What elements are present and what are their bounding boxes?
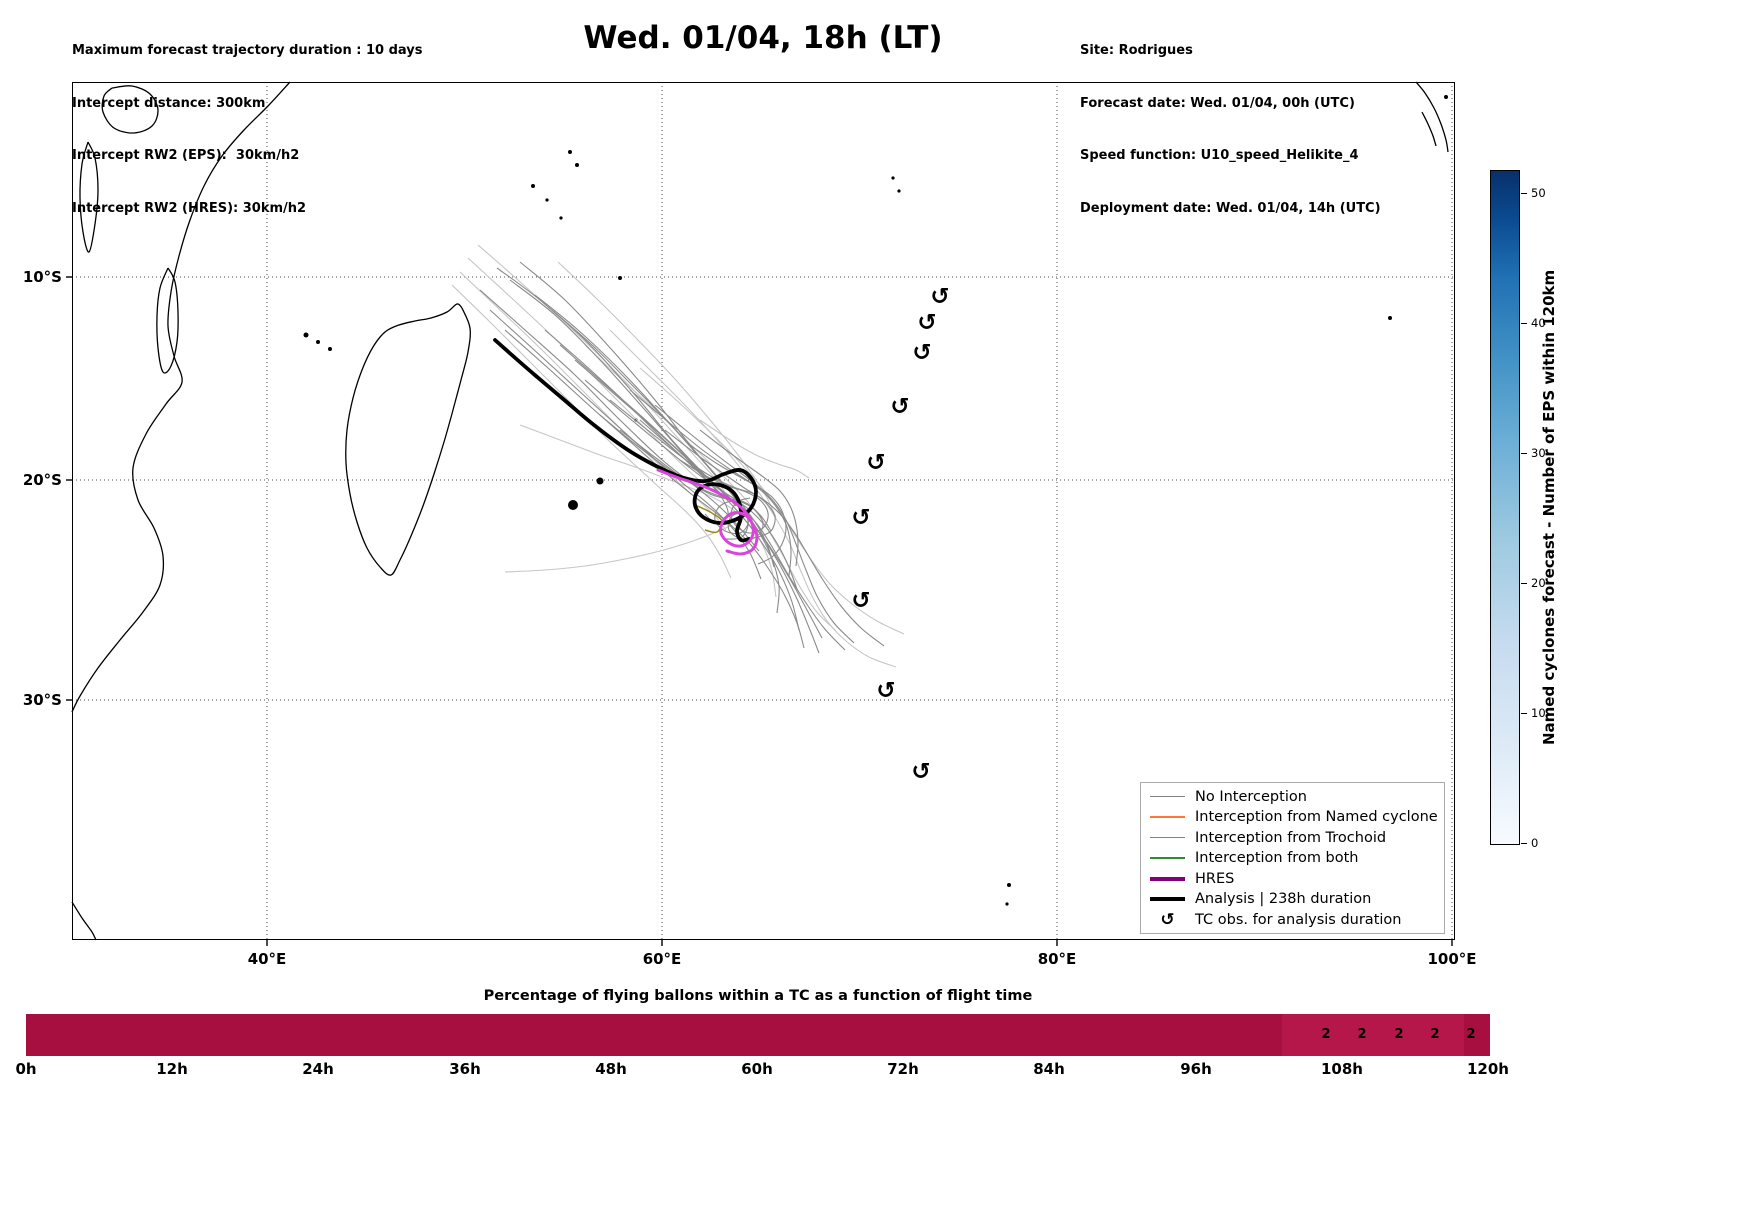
flight-time-tick-label: 108h: [1321, 1060, 1363, 1078]
bar-highlight-segment: [1427, 1014, 1464, 1056]
legend-label: Interception from Named cyclone: [1195, 809, 1438, 825]
tc-observation-symbol: ↺: [890, 394, 909, 420]
tc-observation-symbol: ↺: [917, 310, 936, 336]
flight-time-tick-label: 12h: [156, 1060, 188, 1078]
colorbar-tick-mark: [1521, 713, 1527, 715]
legend-label: Analysis | 238h duration: [1195, 891, 1372, 907]
tc-count-label: 2: [1394, 1027, 1404, 1042]
tc-observation-symbol: ↺: [912, 340, 931, 366]
header-left-params: Maximum forecast trajectory duration : 1…: [72, 7, 423, 235]
colorbar-tick-label: 40: [1531, 316, 1546, 330]
speed-function-text: Speed function: U10_speed_Helikite_4: [1080, 148, 1359, 163]
colorbar-tick-mark: [1521, 453, 1527, 455]
legend-item-analysis: Analysis | 238h duration: [1150, 889, 1435, 909]
tc-count-label: 2: [1430, 1027, 1440, 1042]
flight-time-tick-label: 0h: [15, 1060, 37, 1078]
map-frame: [72, 82, 1455, 940]
analysis-line-swatch: [1150, 897, 1185, 901]
x-tick-label: 40°E: [247, 950, 287, 968]
x-tick-label: 80°E: [1037, 950, 1077, 968]
legend-label: TC obs. for analysis duration: [1195, 911, 1402, 928]
hres-line-swatch: [1150, 876, 1185, 881]
intercept-distance-text: Intercept distance: 300km: [72, 95, 266, 111]
tc-observation-symbol: ↺: [851, 505, 870, 531]
legend-item-hres: HRES: [1150, 869, 1435, 889]
tc-count-label: 2: [1357, 1027, 1367, 1042]
intercept-rw2-eps-text: Intercept RW2 (EPS): 30km/h2: [72, 148, 300, 163]
tc-observation-symbol: ↺: [866, 450, 885, 476]
colorbar-tick-label: 20: [1531, 576, 1546, 590]
legend-item-trochoid: Interception from Trochoid: [1150, 828, 1435, 848]
legend-item-tc-obs: ↺ TC obs. for analysis duration: [1150, 910, 1435, 930]
legend-item-no-interception: No Interception: [1150, 787, 1435, 807]
hres-track: [656, 468, 759, 556]
colorbar-tick-mark: [1521, 323, 1527, 325]
x-tick-label: 100°E: [1427, 950, 1477, 968]
colorbar-tick-label: 0: [1531, 836, 1539, 850]
colorbar-tick-mark: [1521, 843, 1527, 845]
tc-observation-symbol: ↺: [851, 588, 870, 614]
flight-time-tick-label: 72h: [887, 1060, 919, 1078]
gridlines: [72, 82, 1455, 940]
tc-obs-symbol-swatch: ↺: [1160, 909, 1175, 930]
tc-count-label: 2: [1321, 1027, 1331, 1042]
bar-highlight-segment: [1354, 1014, 1391, 1056]
tc-observation-symbol: ↺: [876, 678, 895, 704]
colorbar-tick-label: 30: [1531, 446, 1546, 460]
tc-observation-symbol: ↺: [911, 759, 930, 785]
bottom-chart-title: Percentage of flying ballons within a TC…: [483, 988, 1033, 1004]
no-interception-line-swatch: [1150, 795, 1185, 798]
analysis-track: [493, 338, 758, 543]
legend-label: Interception from both: [1195, 850, 1359, 866]
trochoid-line-swatch: [1150, 836, 1185, 839]
legend-item-both: Interception from both: [1150, 848, 1435, 868]
both-line-swatch: [1150, 857, 1185, 859]
forecast-date-text: Forecast date: Wed. 01/04, 00h (UTC): [1080, 95, 1355, 111]
flight-time-bar: 2 2 2 2 2: [26, 1014, 1490, 1056]
flight-time-tick-label: 36h: [449, 1060, 481, 1078]
legend-label: HRES: [1195, 870, 1235, 887]
header-right-params: Site: Rodrigues Forecast date: Wed. 01/0…: [1080, 7, 1381, 235]
colorbar-label: Named cyclones forecast - Number of EPS …: [1540, 269, 1558, 746]
tc-count-label: 2: [1466, 1027, 1476, 1042]
intercept-rw2-hres-text: Intercept RW2 (HRES): 30km/h2: [72, 200, 307, 216]
y-tick-label: 30°S: [22, 691, 62, 709]
flight-time-tick-label: 84h: [1033, 1060, 1065, 1078]
legend-item-named-cyclone: Interception from Named cyclone: [1150, 807, 1438, 827]
colorbar-tick-label: 50: [1531, 186, 1546, 200]
colorbar-tick-mark: [1521, 193, 1527, 195]
x-tick-label: 60°E: [642, 950, 682, 968]
named-cyclone-line-swatch: [1150, 816, 1185, 818]
flight-time-tick-label: 96h: [1180, 1060, 1212, 1078]
site-text: Site: Rodrigues: [1080, 43, 1193, 58]
bar-highlight-segment: [1318, 1014, 1355, 1056]
colorbar-tick-label: 10: [1531, 706, 1546, 720]
flight-time-tick-label: 60h: [741, 1060, 773, 1078]
flight-time-tick-label: 24h: [302, 1060, 334, 1078]
flight-time-tick-label: 120h: [1467, 1060, 1509, 1078]
flight-time-tick-label: 48h: [595, 1060, 627, 1078]
legend-label: Interception from Trochoid: [1195, 829, 1387, 846]
legend-label: No Interception: [1195, 788, 1307, 805]
tc-symbols: ↺↺↺↺↺↺↺↺↺: [851, 284, 949, 785]
bar-highlight-segment: [1281, 1014, 1318, 1056]
max-duration-text: Maximum forecast trajectory duration : 1…: [72, 43, 423, 58]
map-legend: No Interception Interception from Named …: [1140, 782, 1445, 934]
bar-highlight-segment: [1391, 1014, 1428, 1056]
axis-ticks: [66, 276, 1453, 946]
y-tick-label: 10°S: [22, 268, 62, 286]
colorbar-gradient: [1490, 170, 1520, 845]
y-tick-label: 20°S: [22, 471, 62, 489]
colorbar-tick-mark: [1521, 583, 1527, 585]
coastlines: [71, 81, 1449, 941]
tc-observation-symbol: ↺: [930, 284, 949, 310]
page-title: Wed. 01/04, 18h (LT): [583, 20, 943, 56]
deployment-date-text: Deployment date: Wed. 01/04, 14h (UTC): [1080, 200, 1381, 216]
